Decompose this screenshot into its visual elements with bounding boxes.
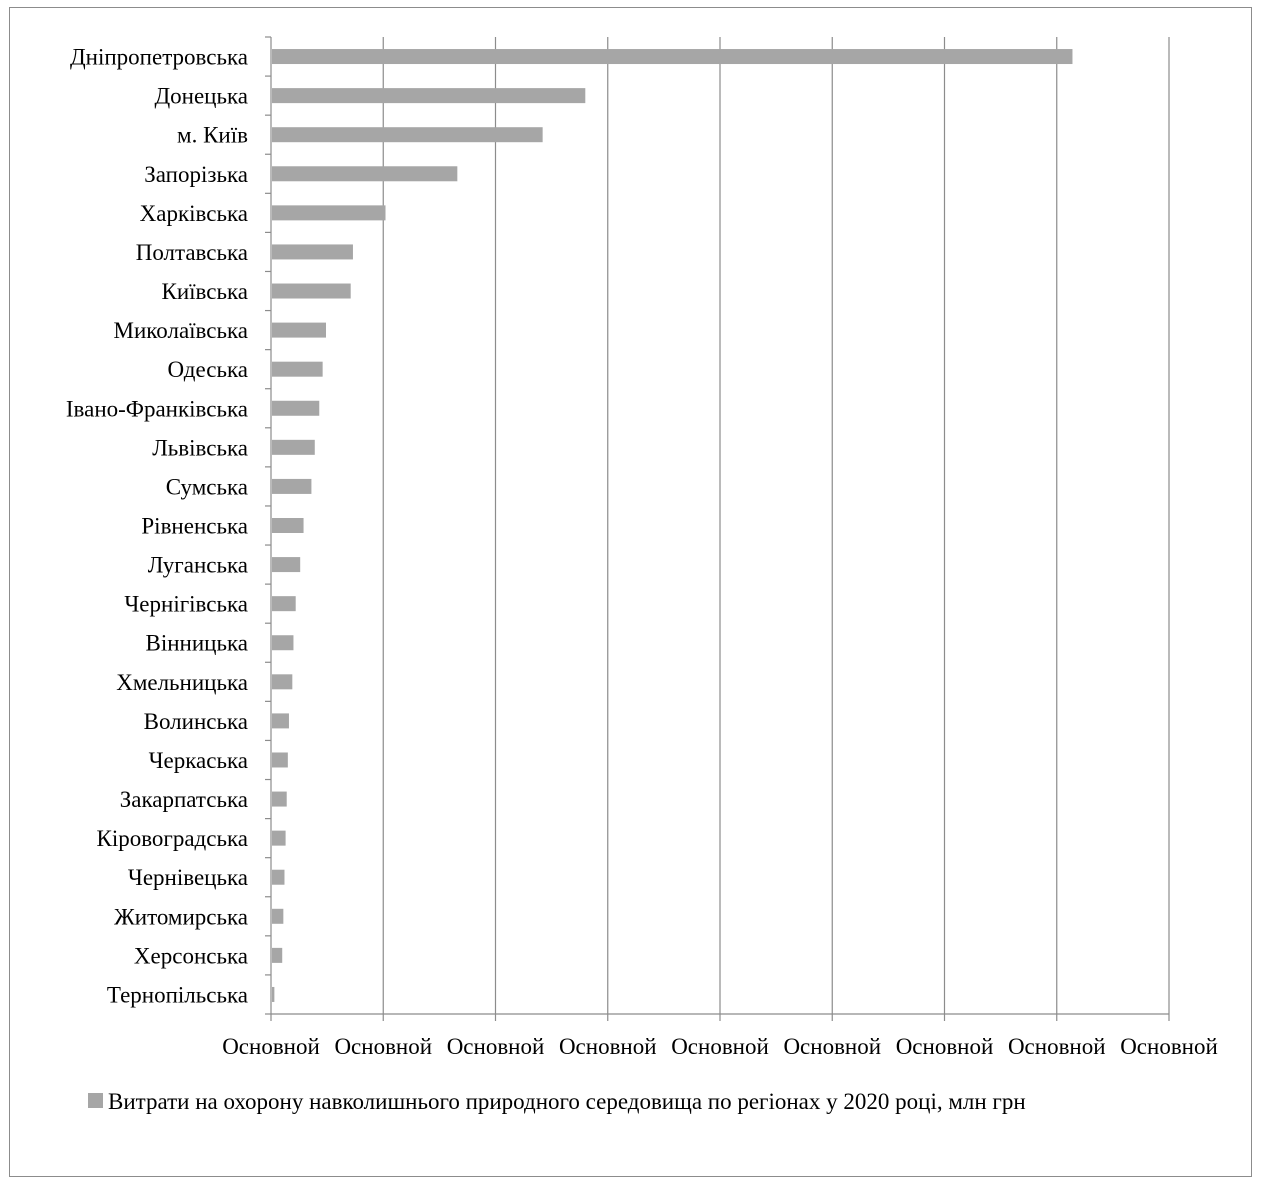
category-label: Кіровоградська <box>96 826 248 851</box>
x-tick-label: Основной <box>222 1034 320 1059</box>
legend-series-label: Витрати на охорону навколишнього природн… <box>108 1089 1026 1114</box>
x-tick-label: Основной <box>1008 1034 1106 1059</box>
category-label: Тернопільська <box>107 982 248 1007</box>
category-label: Донецька <box>154 84 248 109</box>
bar <box>272 439 315 455</box>
bar <box>272 869 285 885</box>
category-label: Волинська <box>144 709 248 734</box>
legend: Витрати на охорону навколишнього природн… <box>88 1085 1208 1118</box>
bar <box>272 791 287 807</box>
category-label: м. Київ <box>177 123 248 148</box>
bar <box>272 205 386 221</box>
bar <box>272 88 586 104</box>
x-tick-label: Основной <box>783 1034 881 1059</box>
x-tick-label: Основной <box>896 1034 994 1059</box>
bar <box>272 518 304 533</box>
category-label: Запорізька <box>144 162 248 187</box>
bar <box>272 674 293 690</box>
category-label: Закарпатська <box>120 787 248 812</box>
bar <box>272 557 301 573</box>
axes <box>265 36 1170 1021</box>
category-label: Рівненська <box>141 514 248 539</box>
x-tick-label: Основной <box>671 1034 769 1059</box>
category-label: Одеська <box>167 357 248 382</box>
category-label: Львівська <box>152 435 248 460</box>
category-label: Миколаївська <box>114 318 249 343</box>
category-label: Житомирська <box>114 904 248 929</box>
category-label: Сумська <box>166 474 248 499</box>
category-label: Полтавська <box>136 240 248 265</box>
category-label: Черкаська <box>149 748 248 773</box>
x-tick-labels: Основной Основной Основной Основной Основной… <box>222 1034 1218 1059</box>
x-tick-label: Основной <box>1120 1034 1218 1059</box>
category-label: Луганська <box>148 553 248 578</box>
bar <box>272 322 327 338</box>
bar <box>272 478 312 494</box>
category-label: Дніпропетровська <box>70 45 248 70</box>
category-label: Хмельницька <box>116 670 248 695</box>
bar <box>272 283 351 299</box>
bar <box>272 947 283 963</box>
x-tick-label: Основной <box>447 1034 545 1059</box>
bar <box>272 830 286 846</box>
bars <box>272 49 1073 1002</box>
category-label: Івано-Франківська <box>66 396 248 421</box>
category-label: Чернівецька <box>128 865 248 890</box>
x-tick-label: Основной <box>559 1034 657 1059</box>
gridlines <box>382 37 1170 1014</box>
bar <box>272 752 288 768</box>
bar <box>272 713 289 729</box>
bar <box>272 400 320 416</box>
x-tick-label: Основной <box>334 1034 432 1059</box>
bar <box>272 361 323 377</box>
category-label: Чернігівська <box>124 592 248 617</box>
bar <box>272 635 294 651</box>
bar <box>272 244 353 260</box>
bar <box>272 166 458 182</box>
category-label: Київська <box>162 279 249 304</box>
category-label: Херсонська <box>134 943 248 968</box>
bar <box>272 596 296 612</box>
bar <box>272 127 543 143</box>
category-labels: Дніпропетровська Донецька м. Київ Запорізьк… <box>66 45 248 1008</box>
category-label: Харківська <box>140 201 248 226</box>
bar <box>272 908 284 924</box>
bar <box>272 49 1073 65</box>
legend-swatch <box>88 1093 103 1108</box>
category-label: Вінницька <box>146 631 249 656</box>
bar <box>272 986 275 1002</box>
